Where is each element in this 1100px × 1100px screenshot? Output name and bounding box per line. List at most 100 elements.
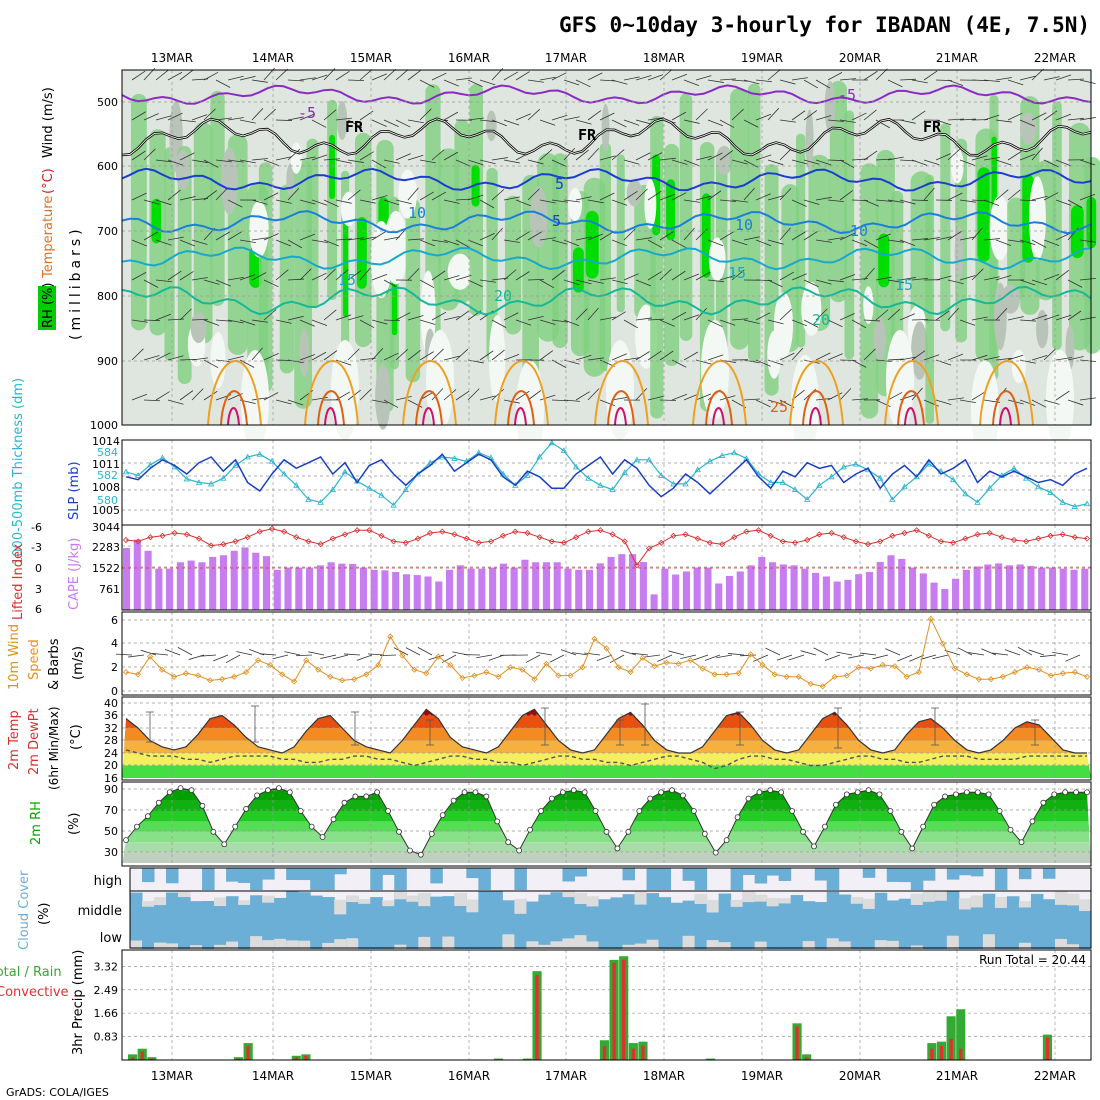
- lifted-index-point: [682, 531, 689, 538]
- cloud-mid-bar: [394, 892, 407, 949]
- cloud-high-bar: [298, 868, 311, 881]
- cloud-level-middle: middle: [78, 904, 122, 919]
- wind-speed-point: [879, 661, 886, 669]
- rh-point: [155, 799, 162, 806]
- rh-point: [505, 839, 512, 846]
- cape-bar: [962, 569, 970, 610]
- cape-bar: [209, 556, 217, 610]
- precip-ylabel-1: Total / Rain: [0, 965, 62, 980]
- date-label-bottom: 21MAR: [936, 1069, 978, 1083]
- date-label-bottom: 22MAR: [1034, 1069, 1076, 1083]
- rh-point: [177, 785, 184, 792]
- lifted-index-point: [268, 525, 276, 532]
- rh-point: [134, 823, 140, 830]
- wind-speed-point: [615, 664, 622, 671]
- wind-barb: [549, 654, 565, 663]
- rh-point: [144, 813, 151, 820]
- cloud-mid-bar: [802, 901, 816, 949]
- isotherm-label: 10: [408, 204, 426, 222]
- cloud-mid-bar: [838, 894, 852, 949]
- rh-point: [428, 830, 435, 837]
- chart-title: GFS 0~10day 3-hourly for IBADAN (4E, 7.5…: [559, 13, 1090, 37]
- slp-point: [536, 453, 543, 460]
- rh-point: [1029, 818, 1036, 825]
- cloud-mid-bar: [934, 892, 948, 949]
- wind-barb: [405, 647, 421, 656]
- lifted-index-point: [500, 532, 507, 539]
- wind-barb: [1065, 654, 1081, 662]
- cloud-low-bar: [574, 935, 587, 949]
- wind-speed-point: [182, 670, 190, 677]
- cape-bar: [327, 562, 335, 610]
- rh-point: [832, 801, 839, 808]
- wind-speed-point: [639, 654, 646, 661]
- rh-point: [723, 837, 730, 844]
- wind-speed-point: [375, 661, 382, 669]
- wind-barb: [620, 650, 637, 656]
- rh-point: [341, 799, 348, 806]
- wind-barb: [897, 654, 913, 662]
- rh-point: [822, 823, 828, 830]
- wind-barb: [225, 654, 241, 664]
- precip-conv-bar: [304, 1055, 308, 1060]
- cloud-high-bar: [898, 868, 912, 883]
- cloud-high-bar: [286, 868, 299, 881]
- cloud-high-bar: [754, 868, 768, 884]
- wind-speed-point: [363, 671, 370, 678]
- wind-barb: [1004, 649, 1021, 656]
- axis-tick-label: 4: [111, 637, 118, 650]
- lifted-index-point: [256, 528, 263, 535]
- rh-point: [963, 789, 970, 796]
- precip-total-bar: [522, 1058, 532, 1060]
- cloud-high-bar: [1042, 868, 1056, 879]
- cloud-low-bar: [334, 939, 347, 949]
- rh-point: [734, 814, 741, 821]
- lifted-index-point: [512, 528, 519, 535]
- wind-ylabel-3: & Barbs: [47, 638, 62, 690]
- cloud-mid-bar: [1078, 900, 1092, 949]
- cloud-high-bar: [658, 868, 672, 890]
- slp-point: [207, 480, 215, 487]
- wind-speed-point: [327, 673, 334, 680]
- cloud-mid-bar: [778, 899, 792, 949]
- cape-bar: [1048, 567, 1057, 610]
- lifted-index-cape-panel: -6 -3 0 3 6 3044 2283 1522 761 Lifted Index CAPE…: [11, 521, 1092, 620]
- cloud-high-bar: [310, 868, 323, 890]
- cloud-level-low: low: [100, 931, 123, 946]
- wind-speed-point: [975, 676, 982, 683]
- lifted-index-point: [901, 529, 908, 537]
- axis-tick-label: 3.32: [94, 960, 119, 973]
- cloud-mid-bar: [850, 898, 864, 949]
- wind-speed-point: [999, 673, 1006, 680]
- cape-bar: [715, 583, 723, 610]
- wind-speed-point: [771, 671, 778, 678]
- wind-barb: [393, 647, 409, 656]
- date-label-top: 20MAR: [839, 51, 881, 65]
- cloud-low-bar: [214, 944, 227, 949]
- slp-point: [244, 453, 251, 460]
- cape-bar: [973, 566, 981, 610]
- cape-bar: [456, 565, 464, 610]
- cloud-ylabel: Cloud Cover: [17, 870, 32, 950]
- wind-barb: [692, 654, 709, 661]
- cape-bar: [176, 562, 184, 610]
- cloud-mid-bar: [790, 895, 804, 949]
- cloud-low-bar: [646, 939, 660, 949]
- cloud-mid-bar: [958, 899, 972, 949]
- cloud-mid-bar: [550, 892, 563, 949]
- cape-bar: [532, 562, 540, 610]
- cape-bar: [542, 562, 551, 610]
- wind-barb: [813, 647, 829, 656]
- cloud-high-bar: [646, 868, 660, 890]
- wind-speed-point: [435, 653, 442, 660]
- slp-point: [1083, 500, 1091, 507]
- rh-point: [396, 828, 402, 835]
- cloud-high-bar: [382, 868, 395, 875]
- cloud-high-bar: [250, 868, 263, 890]
- cloud-high-bar: [862, 868, 876, 878]
- isotherm-label: 15: [728, 264, 746, 282]
- cloud-mid-bar: [874, 892, 888, 949]
- rh-point: [876, 791, 883, 798]
- lifted-index-point: [293, 534, 300, 541]
